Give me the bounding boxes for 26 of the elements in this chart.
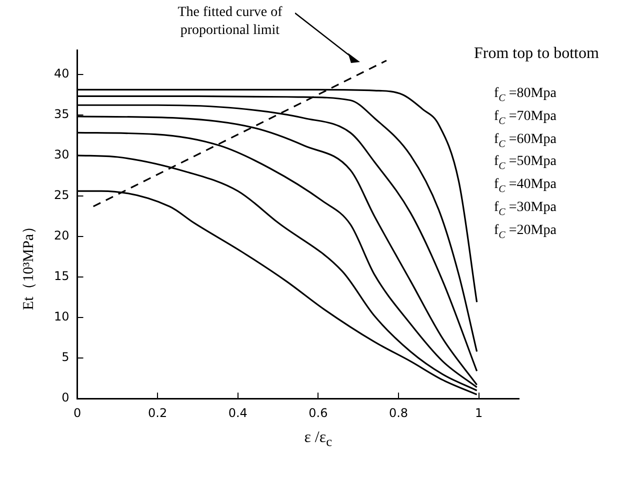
x-axis-title: ε /ε$_{c}$ <box>304 428 332 450</box>
x-tick-label: 1 <box>475 406 483 420</box>
y-tick-label: 20 <box>54 228 70 243</box>
y-tick-label: 5 <box>62 350 70 364</box>
text: f$_{C}$ =80Mpa <box>493 85 558 106</box>
x-tick-label: 0.2 <box>148 406 168 420</box>
y-tick-label: 30 <box>54 148 70 162</box>
y-axis-title: Et（10³MPa） <box>20 218 38 310</box>
y-tick-label: 0 <box>62 390 70 405</box>
y-tick-label: 25 <box>54 188 70 202</box>
text: f$_{C}$ =20Mpa <box>493 222 558 243</box>
x-tick-label: 0.6 <box>308 406 328 420</box>
legend-title: From top to bottom <box>474 45 599 63</box>
y-tick-label: 35 <box>54 106 70 121</box>
y-tick-label: 15 <box>54 269 70 284</box>
text: f$_{C}$ =60Mpa <box>493 130 558 152</box>
x-tick-label: 0 <box>73 406 82 420</box>
x-tick-label: 0.8 <box>388 406 408 420</box>
y-tick-label: 10 <box>54 310 70 324</box>
x-tick-label: 0.4 <box>228 406 248 420</box>
text: f$_{C}$ =30Mpa <box>493 198 558 220</box>
text: f$_{C}$ =70Mpa <box>493 108 558 129</box>
text: f$_{C}$ =40Mpa <box>493 176 558 197</box>
text: f$_{C}$ =50Mpa <box>493 153 558 174</box>
text: The fitted curve of proportional limit <box>176 4 284 40</box>
y-tick-label: 40 <box>54 66 70 80</box>
